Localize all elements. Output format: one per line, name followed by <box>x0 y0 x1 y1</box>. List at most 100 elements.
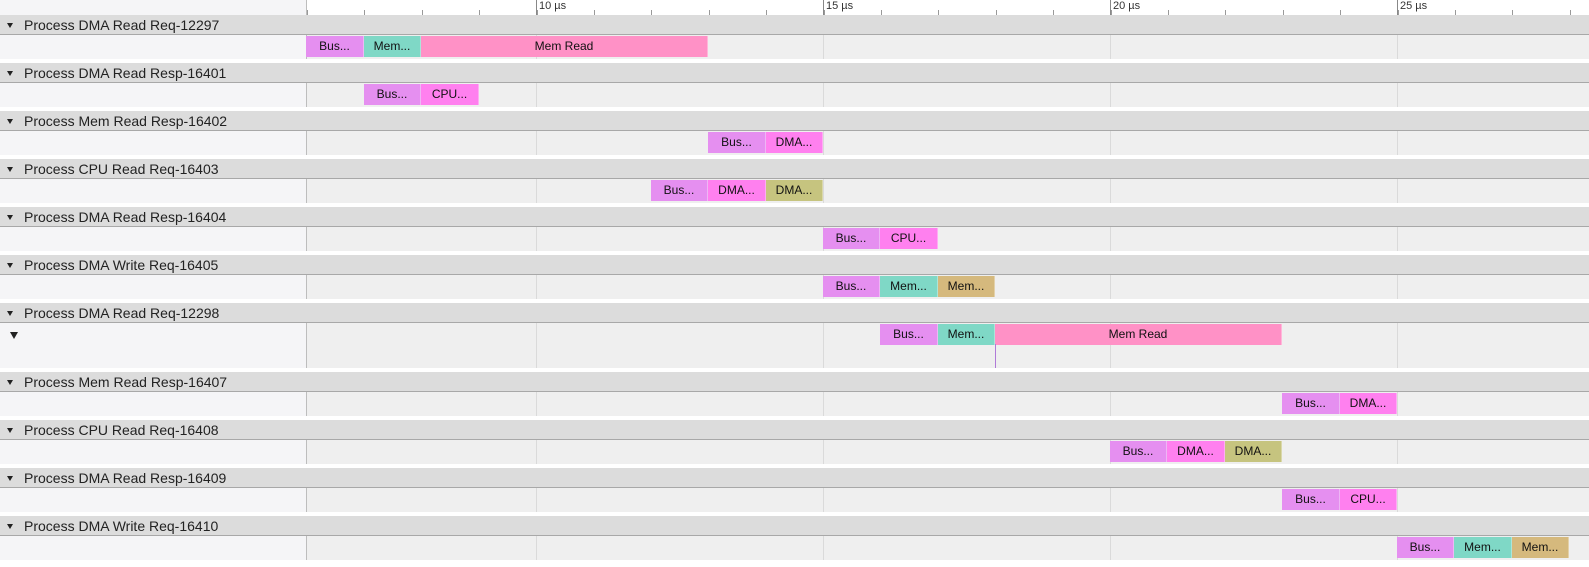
slice[interactable]: Bus... <box>364 84 421 105</box>
minor-tick <box>1168 10 1169 15</box>
minor-tick <box>766 10 767 15</box>
slice[interactable]: Bus... <box>823 276 880 297</box>
track-header[interactable] <box>0 516 1589 536</box>
grid-line <box>1397 440 1398 464</box>
track-header[interactable] <box>0 255 1589 275</box>
minor-tick <box>1053 10 1054 15</box>
major-tick <box>1397 0 1398 15</box>
grid-line <box>1397 35 1398 59</box>
track-body-left <box>0 323 307 368</box>
collapse-arrow[interactable] <box>7 311 13 316</box>
track-body <box>307 83 1589 107</box>
collapse-arrow[interactable] <box>7 215 13 220</box>
slice[interactable]: DMA... <box>1167 441 1225 462</box>
track-title: Process CPU Read Req-16408 <box>24 422 219 438</box>
track-header[interactable] <box>0 420 1589 440</box>
minor-tick <box>1570 10 1571 15</box>
grid-line <box>1110 536 1111 560</box>
track-header[interactable] <box>0 159 1589 179</box>
major-tick <box>823 0 824 15</box>
slice[interactable]: DMA... <box>766 180 823 201</box>
grid-line <box>823 392 824 416</box>
track-body-left <box>0 440 307 464</box>
collapse-arrow[interactable] <box>7 71 13 76</box>
track-title: Process DMA Read Resp-16404 <box>24 209 227 225</box>
slice[interactable]: DMA... <box>766 132 823 153</box>
track-title: Process DMA Write Req-16410 <box>24 518 219 534</box>
grid-line <box>536 83 537 107</box>
slice[interactable]: Mem... <box>938 324 995 345</box>
track-header[interactable] <box>0 303 1589 323</box>
minor-tick <box>364 10 365 15</box>
minor-tick <box>651 10 652 15</box>
slice[interactable]: DMA... <box>708 180 766 201</box>
track-header[interactable] <box>0 207 1589 227</box>
grid-line <box>823 131 824 155</box>
track-header[interactable] <box>0 468 1589 488</box>
collapse-arrow[interactable] <box>7 119 13 124</box>
grid-line <box>823 488 824 512</box>
slice[interactable]: Bus... <box>651 180 708 201</box>
slice[interactable]: Mem Read <box>421 36 708 57</box>
slice[interactable]: Bus... <box>880 324 938 345</box>
track-header[interactable] <box>0 372 1589 392</box>
track-header[interactable] <box>0 111 1589 131</box>
slice[interactable]: Bus... <box>708 132 766 153</box>
slice[interactable]: DMA... <box>1225 441 1282 462</box>
collapse-arrow[interactable] <box>7 263 13 268</box>
grid-line <box>536 323 537 368</box>
slice[interactable]: Mem... <box>1512 537 1569 558</box>
slice[interactable]: CPU... <box>421 84 479 105</box>
slice[interactable]: CPU... <box>880 228 938 249</box>
minor-tick <box>1340 10 1341 15</box>
minor-tick <box>996 10 997 15</box>
slice[interactable]: Bus... <box>1110 441 1167 462</box>
grid-line <box>1110 323 1111 368</box>
slice[interactable]: Mem... <box>880 276 938 297</box>
track-body-left <box>0 179 307 203</box>
grid-line <box>1110 227 1111 251</box>
track-header[interactable] <box>0 15 1589 35</box>
collapse-arrow[interactable] <box>7 476 13 481</box>
slice[interactable]: CPU... <box>1340 489 1397 510</box>
collapse-arrow[interactable] <box>7 167 13 172</box>
track-body <box>307 131 1589 155</box>
grid-line <box>536 440 537 464</box>
track-title: Process DMA Read Resp-16401 <box>24 65 227 81</box>
slice[interactable]: Mem... <box>1454 537 1512 558</box>
minor-tick <box>307 10 308 15</box>
time-ruler <box>307 0 1589 15</box>
track-body-left <box>0 536 307 560</box>
track-header[interactable] <box>0 63 1589 83</box>
track-body <box>307 227 1589 251</box>
grid-line <box>1110 275 1111 299</box>
collapse-arrow[interactable] <box>7 524 13 529</box>
track-body <box>307 536 1589 560</box>
minor-tick <box>824 10 825 15</box>
slice[interactable]: Mem... <box>364 36 421 57</box>
track-title: Process DMA Write Req-16405 <box>24 257 219 273</box>
grid-line <box>1110 83 1111 107</box>
track-title: Process CPU Read Req-16403 <box>24 161 219 177</box>
slice[interactable]: DMA... <box>1340 393 1397 414</box>
collapse-arrow[interactable] <box>7 428 13 433</box>
ruler-left <box>0 0 307 15</box>
slice[interactable]: Bus... <box>306 36 364 57</box>
collapse-arrow[interactable] <box>7 23 13 28</box>
slice[interactable]: Mem... <box>938 276 995 297</box>
track-body-left <box>0 35 307 59</box>
track-body-left <box>0 131 307 155</box>
slice[interactable]: Mem Read <box>995 324 1282 345</box>
minor-tick <box>938 10 939 15</box>
slice[interactable]: Bus... <box>1397 537 1454 558</box>
slice[interactable]: Bus... <box>823 228 880 249</box>
track-title: Process DMA Read Req-12297 <box>24 17 220 33</box>
slice[interactable]: Bus... <box>1282 489 1340 510</box>
minor-tick <box>1398 10 1399 15</box>
slice[interactable]: Bus... <box>1282 393 1340 414</box>
sub-arrow[interactable] <box>10 332 18 339</box>
collapse-arrow[interactable] <box>7 380 13 385</box>
grid-line <box>823 179 824 203</box>
grid-line <box>1397 275 1398 299</box>
minor-tick <box>537 10 538 15</box>
